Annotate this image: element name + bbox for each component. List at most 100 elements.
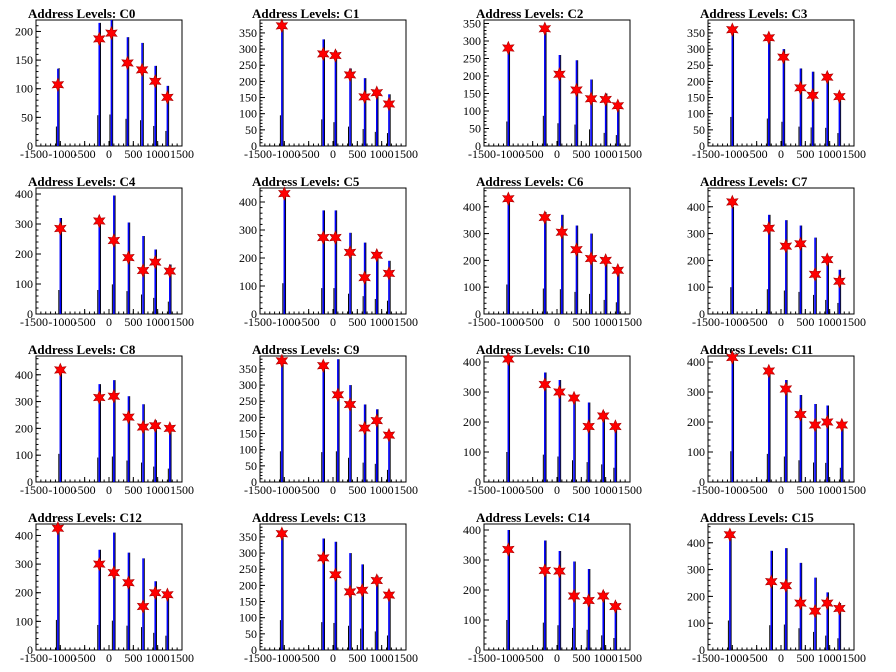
y-tick-label: 0 (699, 475, 705, 489)
x-tick-label: 500 (348, 147, 366, 161)
x-tick-label: 500 (796, 651, 814, 665)
peak-marker (163, 421, 177, 436)
peak-marker (358, 420, 371, 436)
peak-marker (794, 80, 807, 96)
x-tick-label: -500 (522, 483, 544, 497)
peak-marker (570, 242, 583, 257)
y-tick-label: 350 (239, 530, 257, 544)
peak-marker (54, 362, 67, 378)
panel-title: Address Levels: C7 (700, 174, 808, 189)
y-tick-label: 50 (693, 123, 705, 137)
peak-marker (502, 40, 515, 56)
y-tick-label: 300 (15, 217, 33, 231)
y-tick-label: 300 (239, 378, 257, 392)
x-tick-label: 1000 (370, 147, 394, 161)
peak-marker (370, 247, 384, 263)
y-tick-label: 0 (251, 139, 257, 153)
peak-marker (794, 595, 807, 611)
y-tick-label: 0 (27, 139, 33, 153)
y-tick-label: 100 (687, 280, 705, 294)
panel-title: Address Levels: C15 (700, 510, 814, 525)
peak-marker (51, 77, 65, 92)
y-tick-label: 400 (463, 523, 481, 537)
x-tick-label: 500 (796, 147, 814, 161)
y-tick-label: 100 (15, 448, 33, 462)
panel-title: Address Levels: C1 (252, 6, 359, 21)
x-tick-label: 500 (572, 147, 590, 161)
peak-marker (122, 575, 135, 590)
peak-marker (779, 238, 793, 254)
x-tick-label: 0 (330, 651, 336, 665)
x-tick-label: -1000 (496, 315, 524, 329)
peak-marker (107, 388, 121, 404)
y-tick-label: 400 (687, 536, 705, 550)
y-tick-label: 300 (463, 227, 481, 241)
y-tick-label: 250 (239, 394, 257, 408)
peak-marker (596, 408, 610, 424)
y-tick-label: 50 (21, 110, 33, 124)
x-tick-label: -1000 (720, 483, 748, 497)
peak-marker (582, 419, 595, 434)
x-tick-label: 500 (124, 315, 142, 329)
y-tick-label: 0 (251, 475, 257, 489)
y-tick-label: 100 (687, 616, 705, 630)
peak-marker (779, 381, 793, 397)
peak-marker (382, 96, 396, 112)
x-tick-label: 1000 (818, 651, 842, 665)
x-tick-label: -1500 (468, 147, 496, 161)
peak-marker (553, 563, 566, 579)
x-tick-label: -1000 (272, 483, 300, 497)
y-tick-label: 50 (245, 123, 257, 137)
y-tick-label: 0 (27, 475, 33, 489)
y-tick-label: 150 (239, 595, 257, 609)
x-tick-label: 0 (778, 483, 784, 497)
peak-marker (726, 194, 739, 210)
peak-marker (370, 573, 384, 588)
x-tick-label: 0 (778, 315, 784, 329)
x-tick-label: -1500 (692, 483, 720, 497)
panel-0: Address Levels: C0 0 50 100 150 200 -1500 -1000… (15, 6, 194, 161)
panel-4: Address Levels: C4 0 100 200 300 400 -1500 -100… (15, 174, 194, 329)
peak-marker (726, 350, 739, 365)
plot-frame (259, 187, 407, 315)
peak-marker (835, 417, 849, 433)
x-tick-label: -500 (522, 147, 544, 161)
x-tick-label: 1500 (394, 315, 418, 329)
peak-marker (148, 254, 162, 270)
panel-title: Address Levels: C6 (476, 174, 584, 189)
peak-marker (331, 387, 345, 403)
x-tick-label: 500 (348, 651, 366, 665)
panel-title: Address Levels: C12 (28, 510, 142, 525)
y-tick-label: 50 (245, 459, 257, 473)
panel-title: Address Levels: C10 (476, 342, 590, 357)
x-tick-label: -1000 (496, 147, 524, 161)
panel-6: Address Levels: C6 0 100 200 300 400 -1500 -100… (463, 174, 642, 329)
panel-12: Address Levels: C12 0 100 200 300 400 -1500 -10… (15, 510, 194, 665)
peak-marker (275, 18, 289, 34)
x-tick-label: 1000 (818, 147, 842, 161)
x-tick-label: 500 (124, 147, 142, 161)
panel-title: Address Levels: C8 (28, 342, 136, 357)
x-tick-label: 0 (106, 483, 112, 497)
y-tick-label: 200 (463, 253, 481, 267)
x-tick-label: 1500 (618, 651, 642, 665)
panel-title: Address Levels: C4 (28, 174, 136, 189)
peak-marker (762, 363, 776, 379)
x-tick-label: -500 (522, 651, 544, 665)
x-tick-label: 1500 (842, 651, 866, 665)
peak-marker (107, 565, 121, 580)
peak-marker (609, 599, 622, 614)
x-tick-label: 0 (554, 483, 560, 497)
peak-marker (833, 601, 846, 616)
peak-marker (609, 419, 622, 434)
y-tick-label: 150 (239, 427, 257, 441)
peak-marker (275, 526, 289, 541)
x-tick-label: -1500 (692, 147, 720, 161)
panel-title: Address Levels: C13 (252, 510, 366, 525)
x-tick-label: 1500 (394, 483, 418, 497)
peak-marker (316, 358, 330, 373)
x-tick-label: 1500 (170, 315, 194, 329)
x-tick-label: -1000 (496, 651, 524, 665)
y-tick-label: 50 (469, 122, 481, 136)
peak-marker (316, 550, 330, 566)
